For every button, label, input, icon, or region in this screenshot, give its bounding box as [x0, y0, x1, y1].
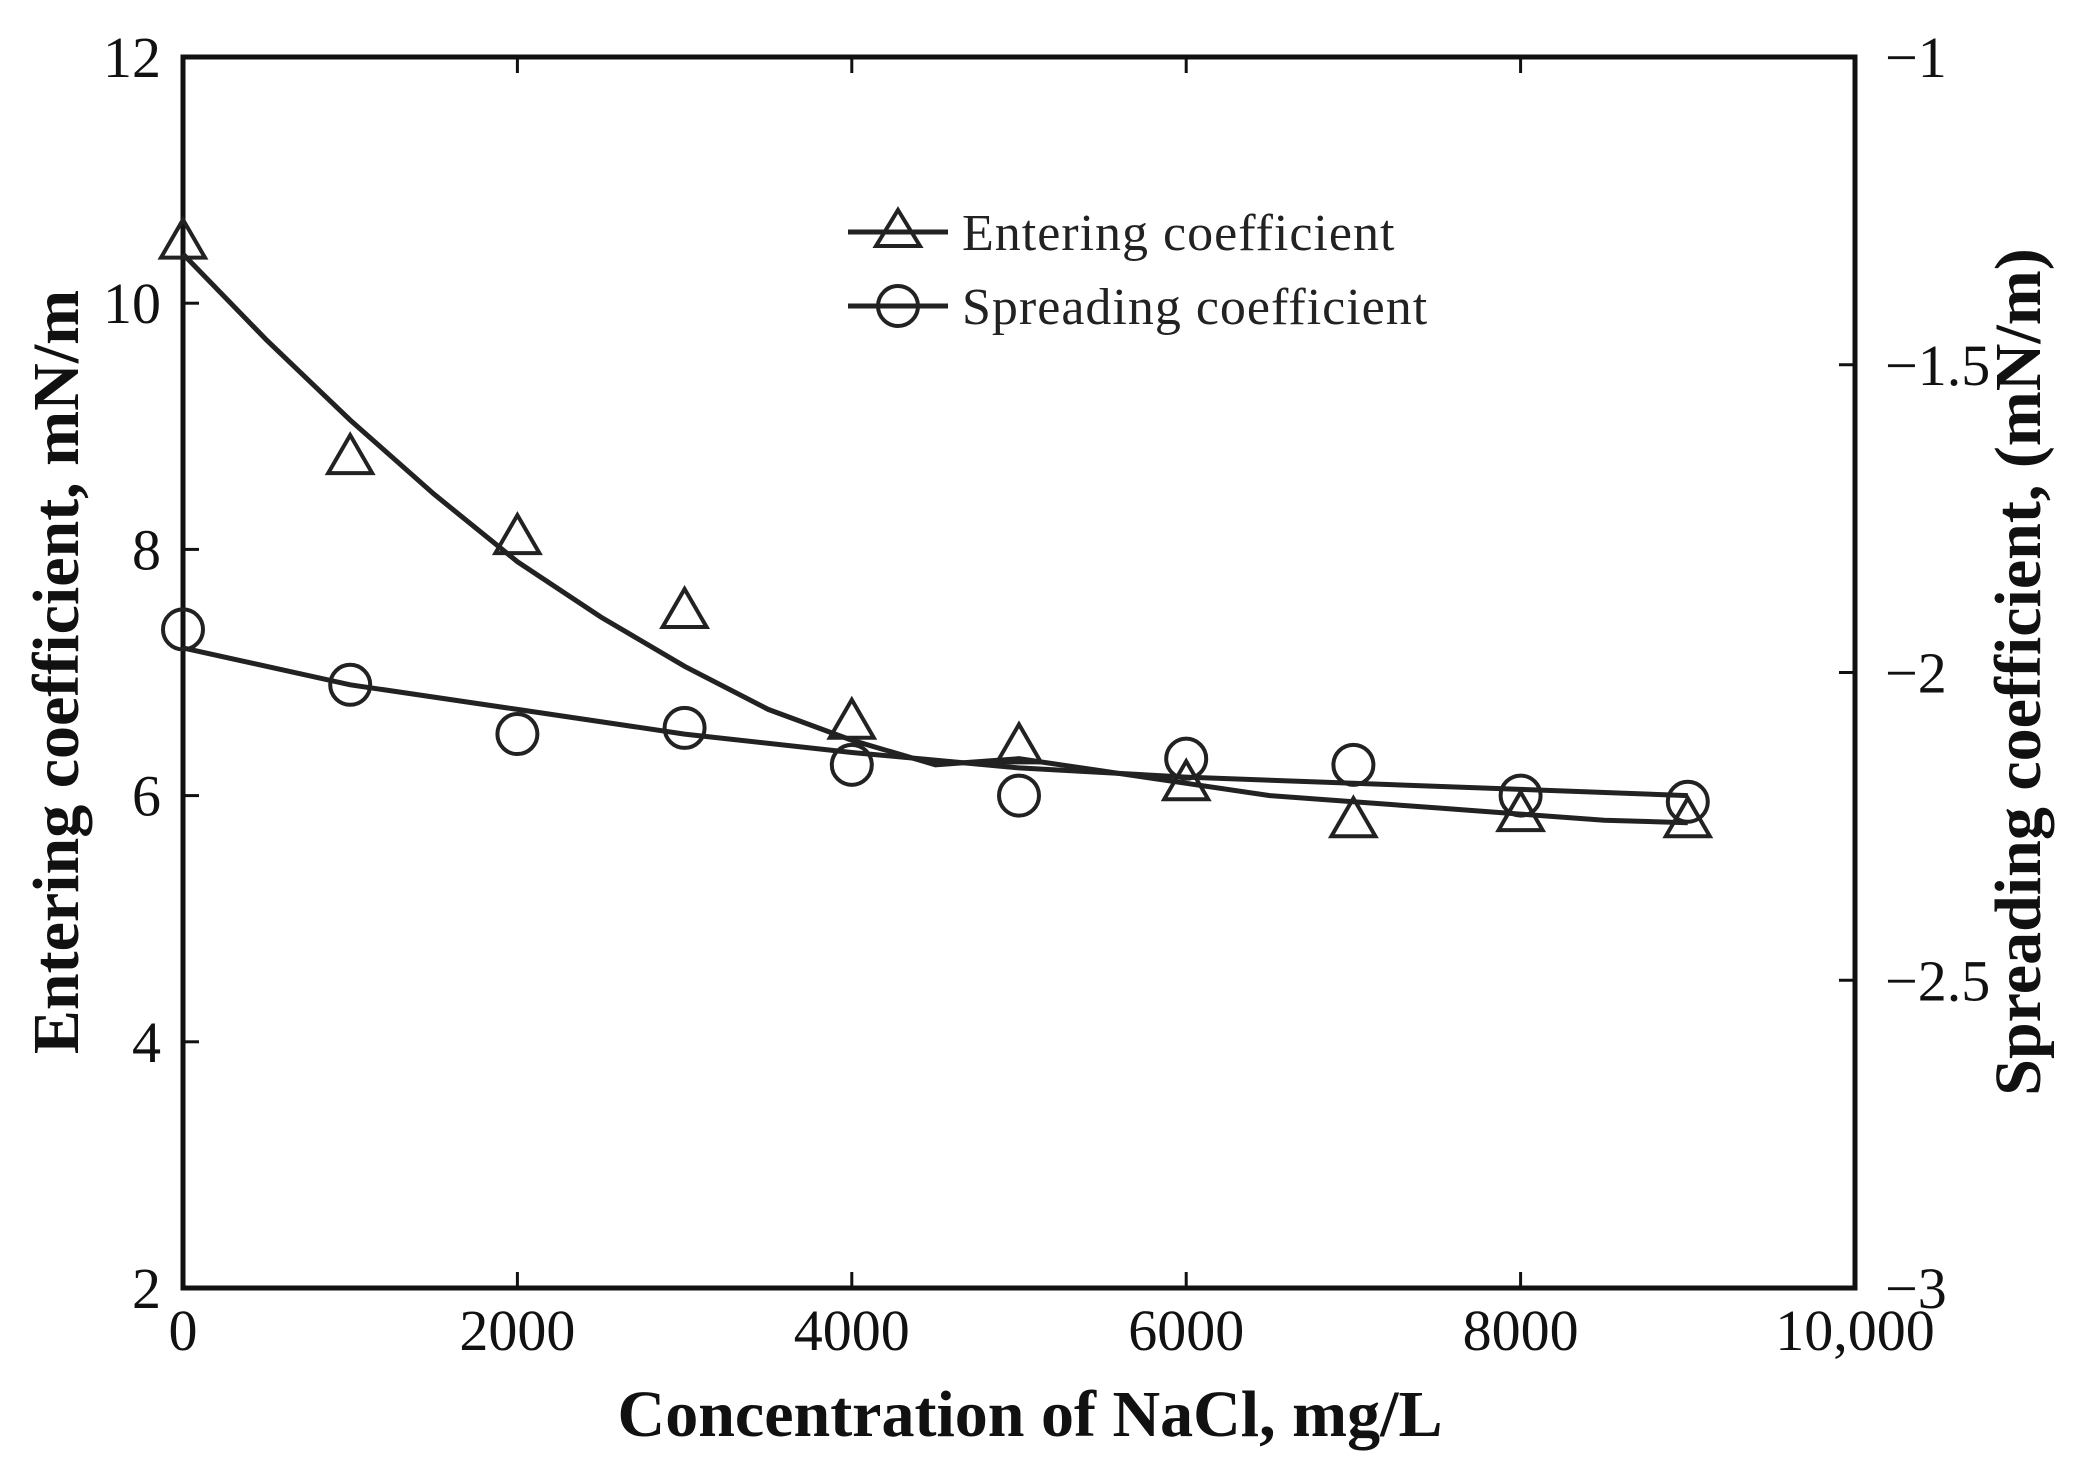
fit-curve-entering [181, 252, 1688, 826]
y-left-tick-label: 8 [132, 517, 161, 582]
legend-triangle-icon [872, 206, 924, 248]
spreading-point [1665, 779, 1710, 824]
y-right-tick-label: −2 [1885, 641, 1947, 706]
spreading-point [1164, 736, 1209, 781]
y-right-tick-label: −1.5 [1885, 333, 1990, 398]
spreading-point [161, 607, 205, 652]
entering-point [826, 695, 878, 740]
y-axis-left-title: Entering coefficient, mN/m [20, 290, 93, 1054]
x-tick-label: 10,000 [1775, 1298, 1935, 1363]
entering-point [491, 511, 543, 556]
y-left-tick-label: 2 [132, 1256, 161, 1321]
spreading-point [328, 662, 373, 707]
y-axis-right-title: Spreading coefficient, (mN/m) [1982, 248, 2055, 1095]
y-left-tick-label: 12 [103, 25, 161, 90]
curves-layer [181, 252, 1688, 826]
markers-layer [157, 215, 1714, 839]
y-right-tick-label: −1 [1885, 25, 1947, 90]
spreading-point [662, 705, 707, 750]
entering-point [1327, 794, 1379, 839]
x-tick-label: 6000 [1128, 1298, 1244, 1363]
y-left-tick-label: 10 [103, 271, 161, 336]
spreading-point [1498, 773, 1543, 818]
x-tick-label: 0 [169, 1298, 198, 1363]
x-tick-label: 8000 [1463, 1298, 1579, 1363]
legend: Entering coefficient Spreading coefficie… [848, 205, 1428, 336]
spreading-point [495, 712, 540, 757]
legend-label-spreading: Spreading coefficient [962, 279, 1428, 336]
y-left-tick-label: 6 [132, 764, 161, 829]
entering-point [324, 431, 376, 476]
legend-circle-icon [876, 284, 920, 328]
x-tick-label: 4000 [794, 1298, 910, 1363]
spreading-point [829, 742, 874, 787]
y-right-tick-label: −2.5 [1885, 948, 1990, 1013]
legend-label-entering: Entering coefficient [962, 205, 1395, 262]
entering-point [993, 720, 1045, 765]
entering-point [1160, 757, 1212, 802]
y-right-tick-label: −3 [1885, 1256, 1947, 1321]
entering-point [157, 215, 209, 260]
y-left-tick-label: 4 [132, 1010, 161, 1075]
spreading-point [1331, 742, 1376, 787]
x-axis-title: Concentration of NaCl, mg/L [618, 1378, 1443, 1451]
spreading-point [997, 773, 1041, 818]
axes-layer: 0 2000 4000 6000 8000 10,000 2 4 6 8 10 12 −1 −1.5 −2 −… [103, 25, 1990, 1363]
fit-curve-spreading [182, 645, 1688, 799]
entering-point [659, 584, 711, 629]
x-tick-label: 2000 [459, 1298, 575, 1363]
